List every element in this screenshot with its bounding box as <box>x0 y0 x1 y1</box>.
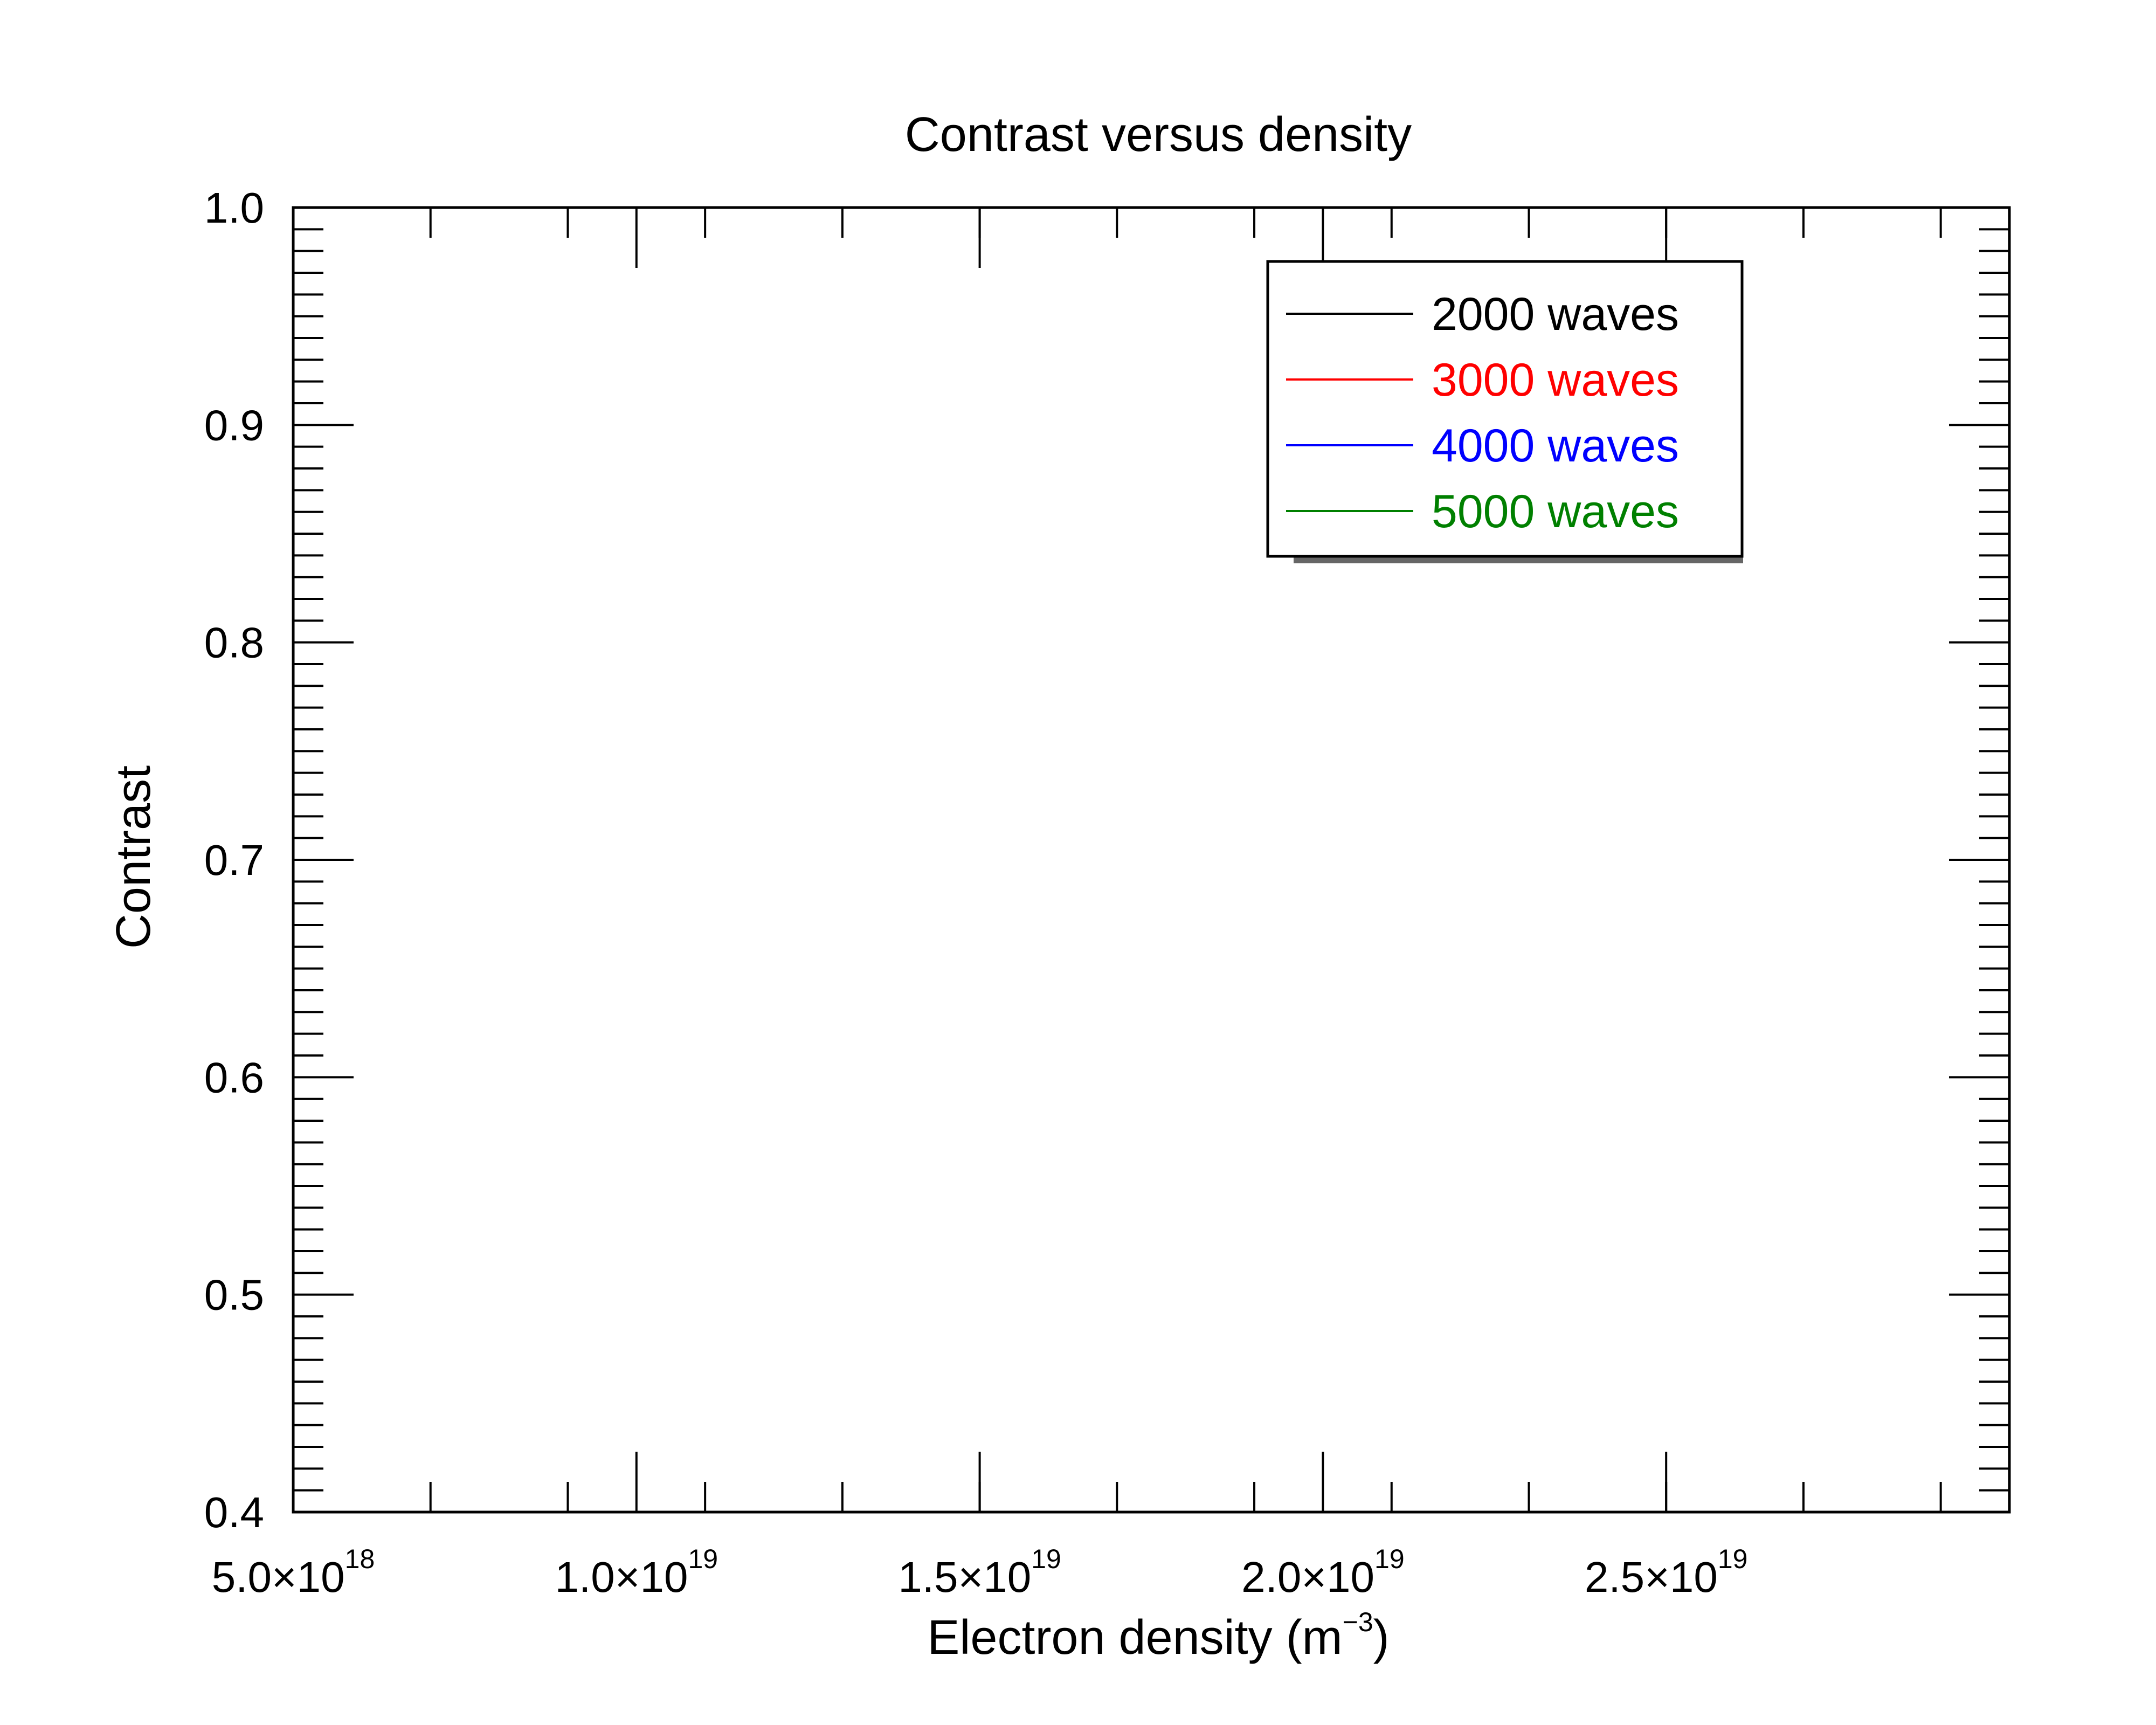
legend: 2000 waves 3000 waves 4000 waves 5000 waves <box>1266 260 1744 563</box>
x-tick-label: 2.5×1019 <box>1585 1544 1748 1601</box>
y-tick-labels: 0.4 0.5 0.6 0.7 0.8 0.9 1.0 <box>204 184 264 1536</box>
y-tick-label: 0.9 <box>204 401 264 449</box>
x-axis-title: Electron density (m−3) <box>927 1607 1389 1665</box>
legend-entries: 2000 waves 3000 waves 4000 waves 5000 waves <box>1286 288 1679 537</box>
legend-label: 5000 waves <box>1432 486 1679 537</box>
y-tick-label: 1.0 <box>204 184 264 232</box>
x-tick-label: 5.0×1018 <box>212 1544 375 1601</box>
legend-label: 3000 waves <box>1432 354 1679 406</box>
y-tick-label: 0.4 <box>204 1488 264 1536</box>
plot-frame <box>292 206 2011 1514</box>
axis-ticks <box>293 206 2009 1513</box>
y-tick-label: 0.7 <box>204 836 264 884</box>
x-tick-label: 1.0×1019 <box>555 1544 718 1601</box>
y-tick-label: 0.8 <box>204 619 264 667</box>
legend-label: 2000 waves <box>1432 288 1679 340</box>
legend-box <box>1266 260 1744 558</box>
y-tick-label: 0.6 <box>204 1053 264 1101</box>
chart-title: Contrast versus density <box>905 108 1412 162</box>
legend-label: 4000 waves <box>1432 420 1679 472</box>
x-tick-label: 2.0×1019 <box>1241 1544 1405 1601</box>
y-tick-label: 0.5 <box>204 1271 264 1319</box>
y-axis-title: Contrast <box>107 765 161 949</box>
x-tick-label: 1.5×1019 <box>898 1544 1061 1601</box>
x-tick-labels: 5.0×1018 1.0×1019 1.5×1019 2.0×1019 2.5×1019 <box>212 1544 1748 1601</box>
